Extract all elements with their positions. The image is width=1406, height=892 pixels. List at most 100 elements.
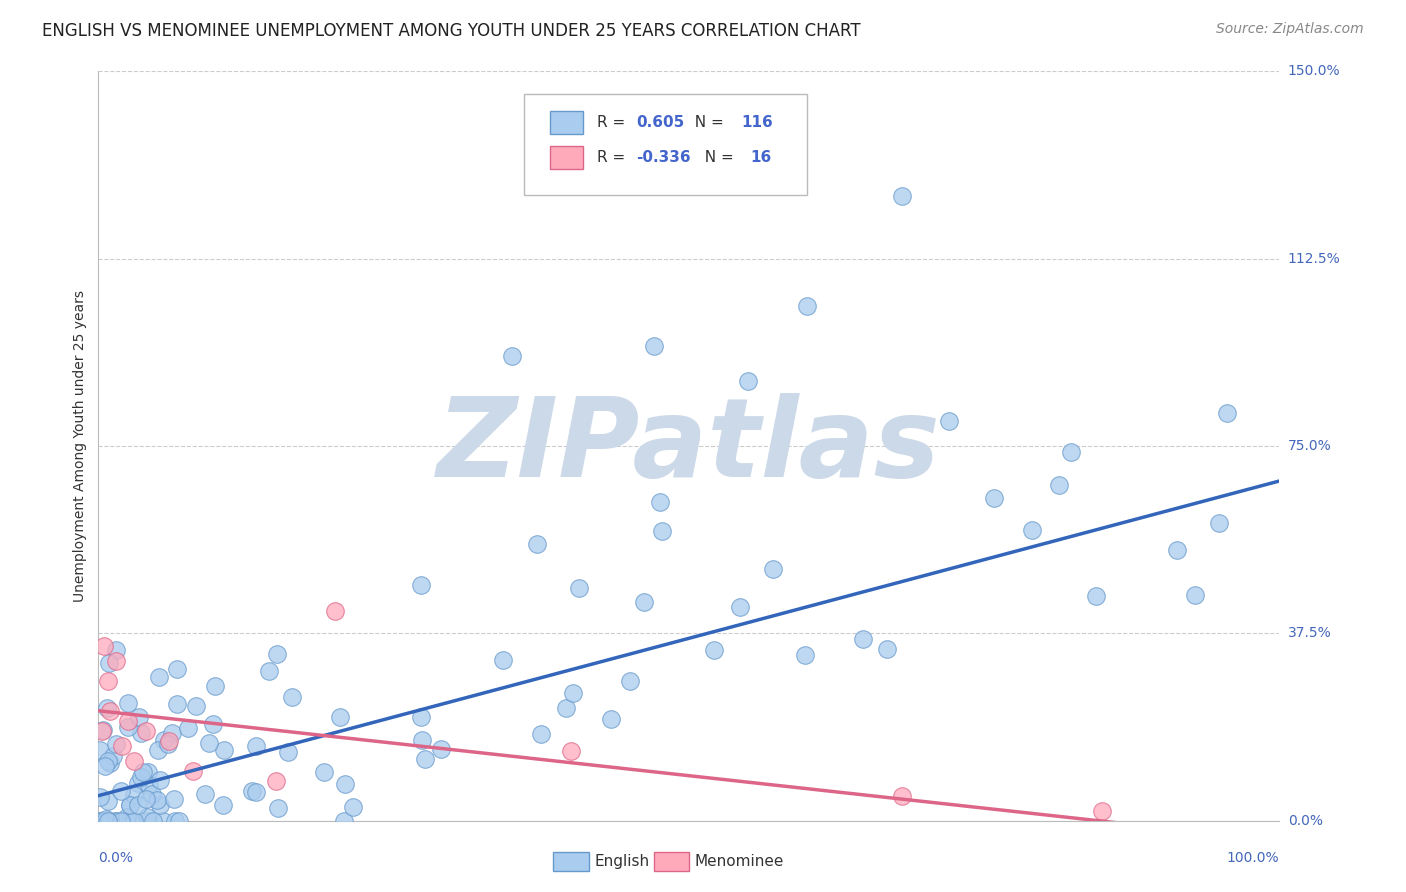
- Text: Menominee: Menominee: [695, 855, 785, 870]
- Point: [280, 690, 302, 704]
- Point: [568, 581, 591, 595]
- Point: [135, 792, 157, 806]
- Point: [890, 189, 912, 203]
- Point: [335, 777, 357, 791]
- Point: [136, 810, 159, 824]
- Point: [97, 673, 120, 688]
- Text: 0.605: 0.605: [636, 115, 685, 130]
- Point: [245, 785, 267, 799]
- Point: [184, 699, 207, 714]
- Point: [163, 814, 186, 828]
- Point: [529, 727, 551, 741]
- Point: [94, 812, 117, 826]
- Point: [152, 814, 174, 828]
- Point: [132, 764, 155, 779]
- Point: [1085, 589, 1108, 603]
- Point: [264, 773, 287, 788]
- Point: [105, 654, 128, 668]
- Y-axis label: Unemployment Among Youth under 25 years: Unemployment Among Youth under 25 years: [73, 290, 87, 602]
- Point: [120, 797, 142, 812]
- Point: [98, 656, 121, 670]
- Point: [105, 814, 128, 828]
- Point: [198, 736, 221, 750]
- Point: [104, 814, 127, 828]
- Point: [876, 641, 898, 656]
- Point: [796, 299, 818, 313]
- Point: [110, 784, 132, 798]
- Point: [135, 723, 157, 738]
- Point: [1021, 524, 1043, 538]
- Point: [98, 704, 121, 718]
- Point: [329, 710, 352, 724]
- Point: [852, 632, 875, 647]
- Point: [342, 799, 364, 814]
- Point: [94, 759, 117, 773]
- Text: N =: N =: [695, 150, 738, 165]
- Point: [114, 814, 136, 828]
- Point: [259, 664, 281, 678]
- Point: [938, 414, 960, 428]
- Point: [98, 756, 121, 770]
- Point: [117, 696, 139, 710]
- Point: [240, 784, 263, 798]
- Point: [97, 754, 120, 768]
- Point: [105, 643, 128, 657]
- Point: [1184, 588, 1206, 602]
- Point: [409, 710, 432, 724]
- Point: [411, 732, 433, 747]
- Point: [129, 725, 152, 739]
- Point: [562, 686, 585, 700]
- Point: [96, 700, 118, 714]
- Point: [648, 494, 671, 508]
- Point: [120, 797, 142, 812]
- Point: [117, 714, 139, 728]
- Text: R =: R =: [596, 115, 630, 130]
- Text: 16: 16: [751, 150, 772, 165]
- Point: [156, 737, 179, 751]
- Point: [333, 814, 356, 828]
- FancyBboxPatch shape: [550, 146, 582, 169]
- Point: [599, 712, 621, 726]
- Text: 112.5%: 112.5%: [1288, 252, 1340, 266]
- Point: [89, 743, 111, 757]
- Point: [89, 814, 111, 828]
- Point: [1091, 804, 1114, 818]
- Point: [703, 643, 725, 657]
- Text: 100.0%: 100.0%: [1227, 851, 1279, 864]
- Point: [120, 814, 142, 828]
- Point: [138, 765, 160, 780]
- FancyBboxPatch shape: [550, 112, 582, 134]
- Text: 37.5%: 37.5%: [1288, 626, 1331, 640]
- Point: [97, 814, 120, 828]
- Text: 0.0%: 0.0%: [1288, 814, 1323, 828]
- Point: [93, 639, 115, 653]
- Point: [176, 721, 198, 735]
- Point: [93, 814, 115, 828]
- Point: [492, 652, 515, 666]
- Point: [127, 797, 149, 812]
- Text: 150.0%: 150.0%: [1288, 64, 1340, 78]
- Point: [149, 798, 172, 813]
- Text: English: English: [595, 855, 650, 870]
- Point: [793, 648, 815, 663]
- Point: [204, 679, 226, 693]
- Point: [152, 733, 174, 747]
- Text: 116: 116: [741, 115, 773, 130]
- Point: [181, 764, 204, 778]
- Text: ZIPatlas: ZIPatlas: [437, 392, 941, 500]
- Point: [277, 746, 299, 760]
- Point: [142, 814, 165, 828]
- FancyBboxPatch shape: [654, 853, 689, 871]
- Point: [91, 723, 114, 738]
- Point: [148, 670, 170, 684]
- FancyBboxPatch shape: [553, 853, 589, 871]
- Point: [111, 739, 134, 753]
- Point: [89, 790, 111, 805]
- Point: [146, 743, 169, 757]
- Point: [890, 789, 912, 803]
- Point: [105, 737, 128, 751]
- Point: [651, 524, 673, 539]
- Point: [167, 814, 190, 828]
- Point: [1060, 445, 1083, 459]
- Point: [501, 349, 523, 363]
